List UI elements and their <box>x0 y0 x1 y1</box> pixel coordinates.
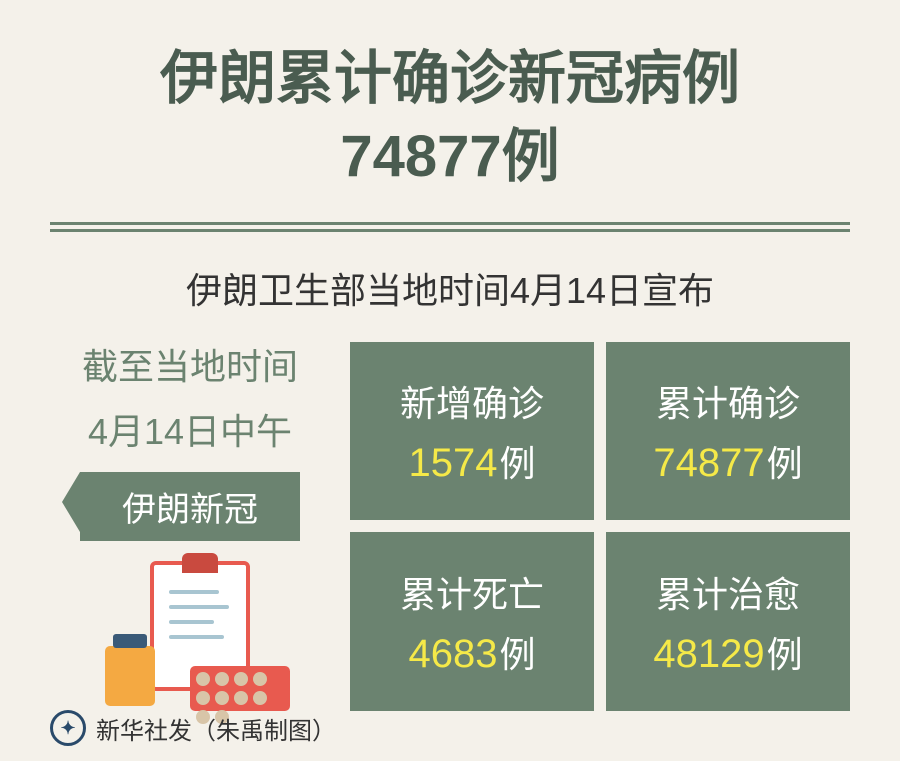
left-panel: 截至当地时间 4月14日中午 伊朗新冠 <box>50 342 330 712</box>
pill-blister-icon <box>190 666 290 711</box>
stat-value: 4683 <box>409 632 498 677</box>
stat-label: 累计确诊 <box>656 375 800 427</box>
stat-total-recovered: 累计治愈 48129例 <box>606 532 850 711</box>
topic-tag: 伊朗新冠 <box>80 472 300 541</box>
stat-unit: 例 <box>767 435 803 487</box>
stat-unit: 例 <box>499 626 535 678</box>
medical-illustration <box>100 561 280 711</box>
stats-grid: 新增确诊 1574例 累计确诊 74877例 累计死亡 4683例 累计治愈 4… <box>350 342 850 712</box>
stat-value: 1574 <box>409 441 498 486</box>
xinhua-logo-icon: ✦ <box>50 710 86 746</box>
stat-unit: 例 <box>499 435 535 487</box>
bottle-icon <box>105 646 155 706</box>
credit-text: （朱禹制图） <box>192 711 336 746</box>
footer: ✦ 新华社发 （朱禹制图） <box>50 710 336 746</box>
source-text: 新华社发 <box>96 711 192 746</box>
headline: 伊朗累计确诊新冠病例 74877例 <box>50 40 850 197</box>
main-content: 截至当地时间 4月14日中午 伊朗新冠 新增确诊 1574例 <box>50 342 850 712</box>
stat-label: 累计死亡 <box>400 566 544 618</box>
stat-new-cases: 新增确诊 1574例 <box>350 342 594 521</box>
date-line2: 4月14日中午 <box>50 407 330 457</box>
stat-label: 累计治愈 <box>656 566 800 618</box>
headline-line1: 伊朗累计确诊新冠病例 <box>50 40 850 118</box>
date-line1: 截至当地时间 <box>50 342 330 392</box>
stat-unit: 例 <box>767 626 803 678</box>
headline-line2: 74877例 <box>50 118 850 196</box>
stat-label: 新增确诊 <box>400 375 544 427</box>
divider-bottom <box>50 229 850 232</box>
stat-total-cases: 累计确诊 74877例 <box>606 342 850 521</box>
divider-top <box>50 222 850 225</box>
stat-total-deaths: 累计死亡 4683例 <box>350 532 594 711</box>
stat-value: 74877 <box>653 441 764 486</box>
stat-value: 48129 <box>653 632 764 677</box>
subhead: 伊朗卫生部当地时间4月14日宣布 <box>50 262 850 314</box>
